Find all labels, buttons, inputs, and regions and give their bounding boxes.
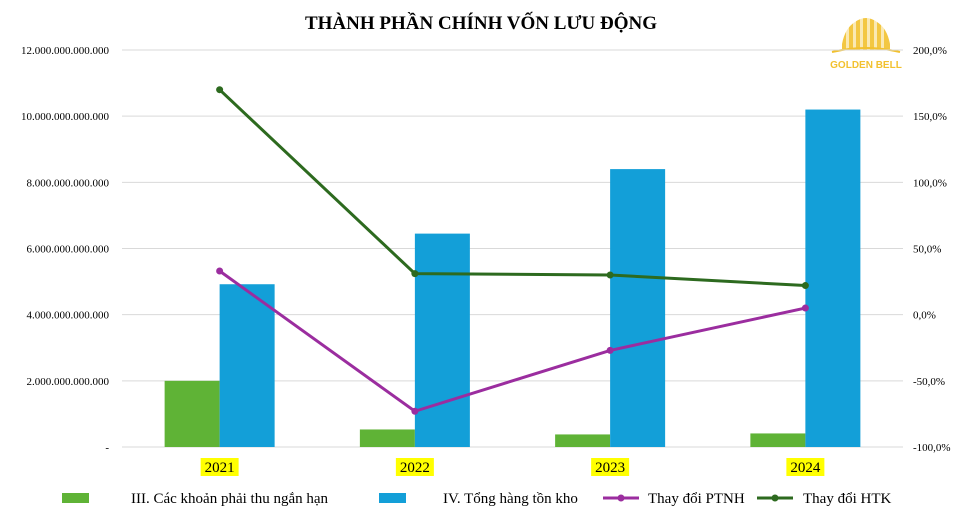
bar [805,109,861,448]
bar [164,380,220,447]
bar [555,434,611,447]
y-right-tick-label: 0,0% [913,310,936,322]
bar [750,433,806,447]
series-line [218,269,806,413]
bar [359,429,415,447]
bar [610,169,666,447]
left-axis: - 2.000.000.000.000 4.000.000.000.000 6.000… [21,45,110,454]
y-right-tick-label: -100,0% [913,442,951,454]
category-axis: 2021 2022 2023 2024 [200,458,825,476]
category-label: 2021 [205,460,235,476]
chart-title: THÀNH PHẦN CHÍNH VỐN LƯU ĐỘNG [305,12,657,34]
data-point [411,270,419,278]
legend-swatch [379,493,406,503]
category-highlight [200,458,239,476]
legend-marker [771,494,779,502]
data-point [216,267,224,275]
category-highlight [395,458,434,476]
legend-label: Thay đổi PTNH [648,491,745,507]
category-label: 2022 [400,460,430,476]
y-right-tick-label: 50,0% [913,244,941,256]
y-left-tick-label: 12.000.000.000.000 [21,45,110,57]
data-point [801,304,809,312]
bar [219,284,275,447]
y-left-tick-label: 2.000.000.000.000 [27,376,110,388]
legend-label: Thay đổi HTK [803,491,891,507]
category-label: 2023 [595,460,625,476]
y-left-tick-label: 10.000.000.000.000 [21,111,110,123]
y-right-tick-label: 200,0% [913,45,947,57]
legend-label: IV. Tổng hàng tồn kho [443,491,578,507]
logo-text: GOLDEN BELL [830,60,902,71]
data-point [606,271,614,279]
legend-label: III. Các khoản phải thu ngắn hạn [131,491,329,507]
golden-bell-logo: GOLDEN BELL [830,8,902,71]
data-point [606,346,614,354]
y-right-tick-label: 100,0% [913,177,947,189]
data-point [216,86,224,94]
legend: III. Các khoản phải thu ngắn hạn IV. Tổng… [62,491,891,507]
y-right-tick-label: -50,0% [913,376,945,388]
category-label: 2024 [790,460,821,476]
data-point [801,282,809,290]
bell-icon [831,8,901,53]
y-right-tick-label: 150,0% [913,111,947,123]
y-left-tick-label: - [105,442,109,454]
lines [216,86,809,415]
bars [164,109,861,448]
category-highlight [591,458,630,476]
series-line [218,88,806,288]
right-axis: -100,0% -50,0% 0,0% 50,0% 100,0% 150,0% 200,0% [913,45,951,454]
y-left-tick-label: 6.000.000.000.000 [27,244,110,256]
y-left-tick-label: 4.000.000.000.000 [27,310,110,322]
legend-marker [617,494,625,502]
y-left-tick-label: 8.000.000.000.000 [27,177,110,189]
bar [414,233,470,447]
legend-swatch [62,493,89,503]
category-highlight [786,458,825,476]
data-point [411,407,419,415]
